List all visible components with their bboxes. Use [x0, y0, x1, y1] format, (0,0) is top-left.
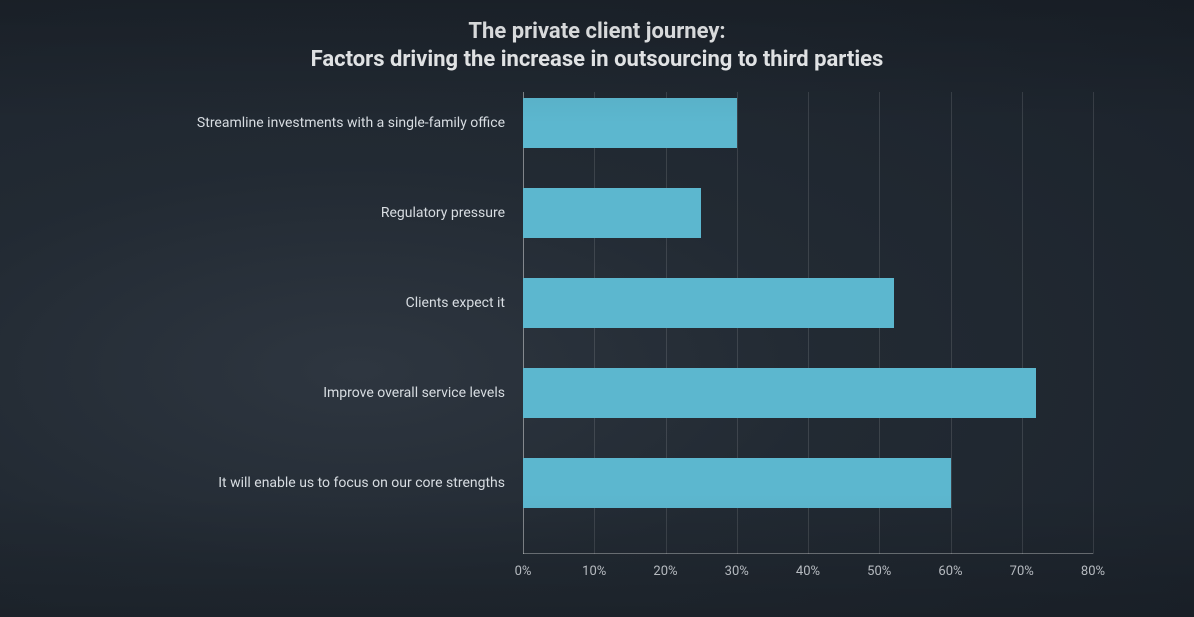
x-tick-label: 50% [867, 564, 891, 579]
bar-row: It will enable us to focus on our core s… [523, 458, 1093, 508]
bar [523, 368, 1036, 418]
x-tick-label: 40% [796, 564, 820, 579]
grid-line [1093, 92, 1094, 554]
bar-label: Improve overall service levels [323, 385, 523, 401]
x-tick-label: 60% [938, 564, 962, 579]
chart-title-line2: Factors driving the increase in outsourc… [0, 46, 1194, 74]
plot-area: 0%10%20%30%40%50%60%70%80%Streamline inv… [523, 92, 1093, 554]
bar-row: Clients expect it [523, 278, 1093, 328]
x-tick-label: 10% [582, 564, 606, 579]
x-tick-label: 20% [653, 564, 677, 579]
chart-title: The private client journey: Factors driv… [0, 18, 1194, 73]
bar-row: Improve overall service levels [523, 368, 1093, 418]
bar [523, 188, 701, 238]
bar-row: Streamline investments with a single-fam… [523, 98, 1093, 148]
bar-label: Regulatory pressure [381, 205, 523, 221]
bar [523, 98, 737, 148]
bar [523, 278, 894, 328]
x-tick-label: 70% [1010, 564, 1034, 579]
bar-label: It will enable us to focus on our core s… [218, 475, 523, 491]
bar-label: Clients expect it [406, 295, 523, 311]
chart-title-line1: The private client journey: [0, 18, 1194, 46]
bar [523, 458, 951, 508]
chart-stage: The private client journey: Factors driv… [0, 0, 1194, 617]
x-axis-line [523, 553, 1093, 554]
bar-row: Regulatory pressure [523, 188, 1093, 238]
x-tick-label: 80% [1081, 564, 1105, 579]
x-tick-label: 0% [515, 564, 532, 579]
horizontal-bar-chart: 0%10%20%30%40%50%60%70%80%Streamline inv… [523, 92, 1093, 554]
x-tick-label: 30% [725, 564, 749, 579]
bar-label: Streamline investments with a single-fam… [197, 115, 523, 131]
